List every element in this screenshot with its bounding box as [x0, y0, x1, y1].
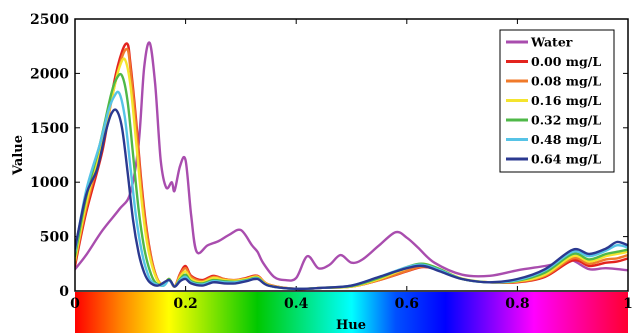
x-tick-label: 0.4 [284, 296, 309, 312]
series-lines [75, 41, 628, 291]
legend-label: Water [530, 35, 573, 50]
plot-frame [74, 18, 629, 292]
x-tick-label: 1 [623, 296, 632, 312]
x-tick-label: 0.8 [505, 296, 529, 312]
y-tick-label: 0 [59, 284, 69, 300]
y-tick-label: 2000 [30, 66, 69, 82]
y-tick-label: 2500 [30, 12, 69, 28]
series-line-water [75, 41, 628, 282]
y-axis-title: Value [11, 135, 26, 176]
x-tick-label: 0.6 [395, 296, 419, 312]
x-tick-label: 0 [70, 296, 80, 312]
series-line-0-64-mg-l [75, 108, 628, 291]
y-tick-labels: 0 500 1000 1500 2000 2500 [30, 12, 69, 300]
legend-label: 0.08 mg/L [531, 74, 601, 89]
legend-label: 0.00 mg/L [531, 54, 601, 69]
legend-label: 0.32 mg/L [531, 113, 601, 128]
legend-label: 0.48 mg/L [531, 132, 601, 147]
x-axis-title: Hue [336, 318, 366, 333]
y-tick-label: 1500 [30, 121, 69, 137]
legend: Water 0.00 mg/L 0.08 mg/L 0.16 mg/L 0.32 mg/… [499, 29, 615, 173]
legend-label: 0.64 mg/L [531, 152, 601, 167]
x-tick-labels: 0 0.2 0.4 0.6 0.8 1 [70, 296, 632, 312]
x-tick-label: 0.2 [173, 296, 197, 312]
y-tick-label: 500 [40, 230, 69, 246]
hue-color-bar [75, 292, 628, 333]
legend-label: 0.16 mg/L [531, 93, 601, 108]
y-tick-label: 1000 [30, 175, 69, 191]
